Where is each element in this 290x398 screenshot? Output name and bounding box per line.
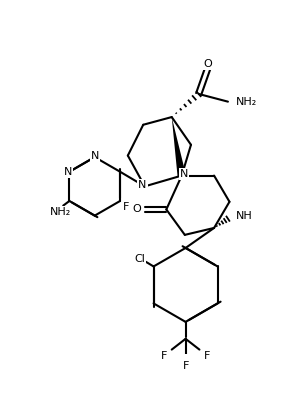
Text: N: N: [90, 151, 99, 161]
Text: F: F: [161, 351, 167, 361]
Text: N: N: [180, 169, 188, 179]
Text: Cl: Cl: [134, 254, 145, 264]
Text: NH₂: NH₂: [236, 97, 257, 107]
Text: F: F: [204, 351, 210, 361]
Text: N: N: [64, 167, 72, 177]
Text: N: N: [138, 180, 147, 190]
Text: NH₂: NH₂: [50, 207, 71, 217]
Text: O: O: [132, 205, 141, 215]
Text: F: F: [182, 361, 189, 371]
Text: F: F: [123, 202, 129, 212]
Polygon shape: [172, 117, 186, 176]
Text: NH: NH: [236, 211, 252, 221]
Text: O: O: [204, 59, 212, 69]
